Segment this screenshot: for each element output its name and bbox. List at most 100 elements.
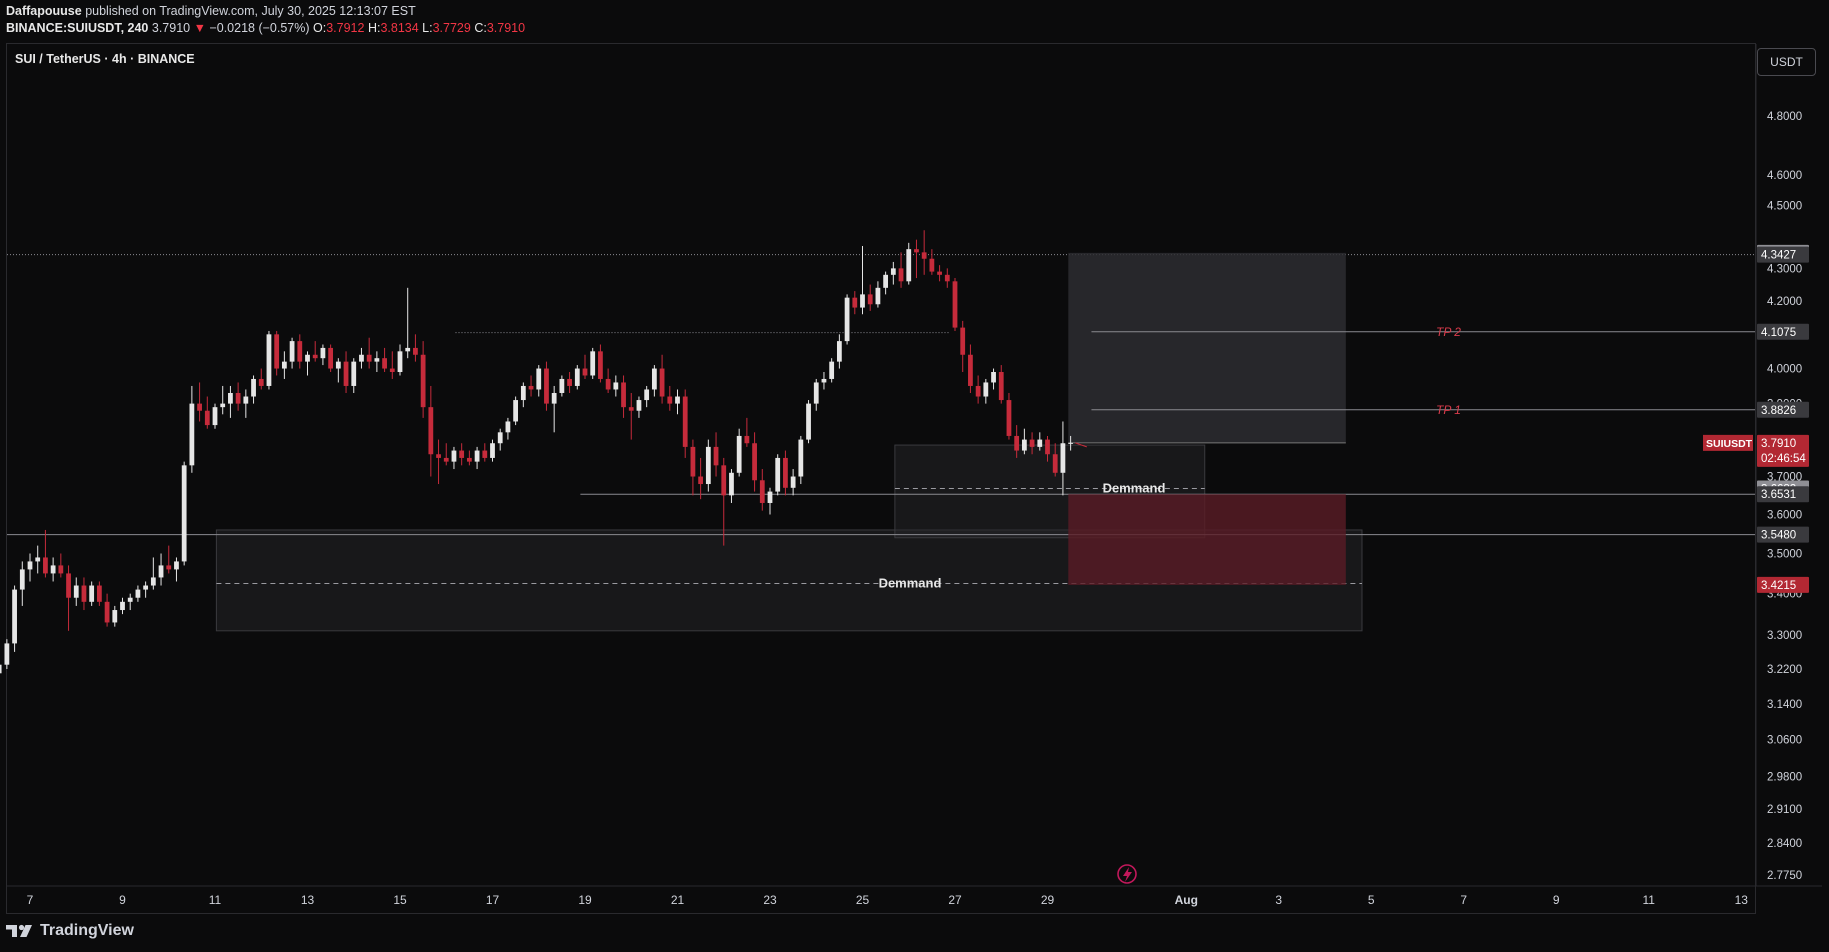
bull-candle xyxy=(220,403,226,408)
time-tick-label: Aug xyxy=(1175,893,1198,907)
price-axis-label: 4.3427 xyxy=(1761,250,1796,262)
bear-candle xyxy=(58,565,64,574)
price-axis-label-bg xyxy=(1757,434,1809,467)
publish-line: Daffapouuse published on TradingView.com… xyxy=(6,3,525,20)
bull-candle xyxy=(405,347,411,352)
bull-candle xyxy=(551,392,557,404)
bull-candle xyxy=(1068,442,1074,444)
bear-candle xyxy=(914,249,919,253)
bull-candle xyxy=(906,249,912,282)
bear-candle xyxy=(690,446,696,477)
bull-candle xyxy=(536,368,542,390)
bull-candle xyxy=(474,450,480,462)
bull-candle xyxy=(675,396,680,404)
bull-candle xyxy=(829,361,835,379)
lightning-icon xyxy=(1117,864,1137,884)
bear-candle xyxy=(598,351,603,379)
bear-candle xyxy=(274,334,280,369)
bull-candle xyxy=(158,565,164,578)
price-axis-label-bg xyxy=(1757,486,1809,503)
time-tick-label: 7 xyxy=(27,893,34,907)
high-label: H: xyxy=(367,21,381,35)
bull-candle xyxy=(806,403,811,440)
time-tick-label: 27 xyxy=(948,893,962,907)
bear-candle xyxy=(898,268,904,282)
bear-candle xyxy=(752,443,757,481)
high-value: 3.8134 xyxy=(380,21,419,35)
bear-candle xyxy=(713,446,719,466)
open-value: 3.7912 xyxy=(326,21,365,35)
low-value: 3.7729 xyxy=(432,21,471,35)
bear-candle xyxy=(235,392,241,404)
bull-candle xyxy=(497,432,503,444)
current-price-tick xyxy=(1075,442,1087,448)
down-arrow-icon: ▼ xyxy=(193,21,206,35)
time-tick-label: 29 xyxy=(1041,893,1055,907)
time-tick-label: 23 xyxy=(763,893,777,907)
bear-candle xyxy=(852,297,858,308)
price-tick-label: 3.2200 xyxy=(1767,664,1802,676)
price-axis-label-bg xyxy=(1757,526,1809,543)
price-tick-label: 4.2000 xyxy=(1767,296,1802,308)
bull-candle xyxy=(89,585,95,602)
time-tick-label: 5 xyxy=(1368,893,1375,907)
time-tick-label: 3 xyxy=(1275,893,1282,907)
tradingview-logo[interactable]: TradingView xyxy=(6,922,134,940)
bear-candle xyxy=(698,476,704,485)
take-profit-label: TP 1 xyxy=(1436,403,1461,417)
bull-candle xyxy=(351,361,357,386)
bull-candle xyxy=(150,577,156,586)
price-axis-label: 3.5480 xyxy=(1761,530,1796,542)
bear-candle xyxy=(968,354,973,386)
bull-candle xyxy=(0,664,2,674)
bear-candle xyxy=(312,354,318,359)
time-tick-label: 13 xyxy=(301,893,315,907)
take-profit-label: TP 2 xyxy=(1436,325,1461,339)
bear-candle xyxy=(567,378,572,386)
bull-candle xyxy=(174,561,179,570)
bull-candle xyxy=(120,601,125,611)
close-value: 3.7910 xyxy=(486,21,526,35)
bear-candle xyxy=(1029,439,1035,447)
brand-label: TradingView xyxy=(40,922,134,939)
bear-candle xyxy=(328,347,334,369)
bear-candle xyxy=(667,396,673,404)
bear-candle xyxy=(382,358,387,369)
currency-button[interactable]: USDT xyxy=(1757,48,1816,76)
bull-candle xyxy=(27,561,33,570)
price-axis-label-bg xyxy=(1757,323,1809,340)
bull-candle xyxy=(305,354,310,362)
author-name[interactable]: Daffapouuse xyxy=(6,4,82,18)
symbol-info: BINANCE:SUIUSDT, 240 xyxy=(6,21,149,35)
bull-candle xyxy=(4,643,10,665)
symbol-tag: SUIUSDT xyxy=(1706,438,1753,450)
price-tick-label: 2.9100 xyxy=(1767,804,1802,816)
bull-candle xyxy=(251,378,256,397)
bull-candle xyxy=(112,610,118,623)
target-zone xyxy=(1068,252,1346,443)
bear-candle xyxy=(544,368,549,404)
stop-loss-zone xyxy=(1068,494,1346,585)
bull-candle xyxy=(775,457,781,492)
price-tick-label: 3.3000 xyxy=(1767,630,1802,642)
bear-candle xyxy=(1014,435,1020,451)
bear-candle xyxy=(43,557,48,574)
bear-candle xyxy=(166,565,172,570)
bull-candle xyxy=(127,597,133,602)
bear-candle xyxy=(66,573,71,598)
bear-candle xyxy=(628,407,634,411)
price-axis-label: 4.1075 xyxy=(1761,327,1796,339)
bear-candle xyxy=(1045,439,1050,455)
bear-candle xyxy=(867,294,873,305)
bull-candle xyxy=(559,378,565,393)
bear-candle xyxy=(682,396,688,447)
time-tick-label: 9 xyxy=(1553,893,1560,907)
bull-candle xyxy=(983,382,989,397)
bear-candle xyxy=(605,378,611,390)
price-axis-label-bg xyxy=(1757,576,1809,593)
bull-candle xyxy=(590,351,596,376)
time-tick-label: 13 xyxy=(1735,893,1749,907)
tradingview-logo-icon xyxy=(6,924,32,937)
bull-candle xyxy=(73,585,79,598)
